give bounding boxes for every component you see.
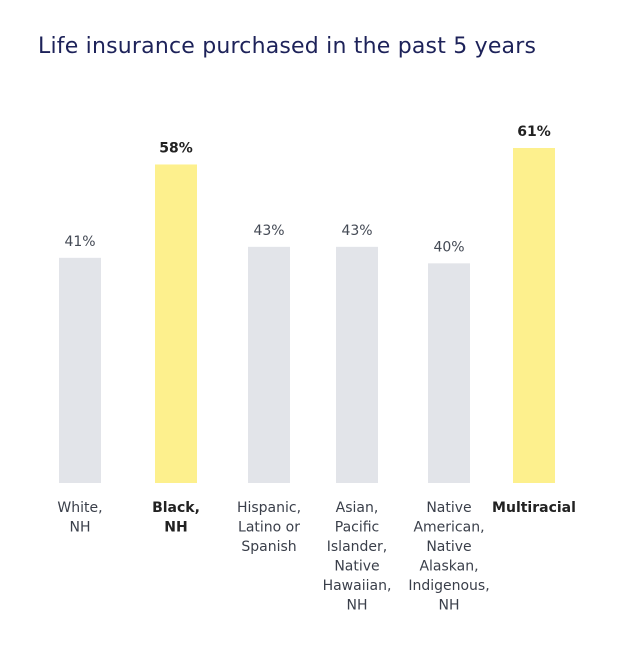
- bar-3: [336, 246, 378, 483]
- category-label-5: Multiracial: [492, 500, 576, 516]
- bar-5: [513, 148, 555, 483]
- bar-value-label-0: 41%: [64, 234, 95, 250]
- category-label-1: Black, NH: [152, 500, 200, 536]
- category-label-4: Native American, Native Alaskan, Indigenous,…: [408, 500, 489, 614]
- bar-2: [248, 246, 290, 483]
- chart-title: Life insurance purchased in the past 5 y…: [38, 34, 537, 59]
- bar-1: [155, 164, 197, 483]
- bar-value-label-2: 43%: [253, 223, 284, 239]
- bar-value-label-1: 58%: [159, 140, 193, 156]
- category-label-3: Asian, Pacific Islander, Native Hawaiian, NH: [323, 500, 392, 614]
- bar-value-label-5: 61%: [517, 124, 551, 140]
- bar-4: [428, 263, 470, 483]
- category-label-0: White, NH: [57, 500, 102, 536]
- bar-value-label-4: 40%: [433, 239, 464, 255]
- bar-0: [59, 257, 101, 483]
- category-label-2: Hispanic, Latino or Spanish: [237, 500, 301, 555]
- bar-value-label-3: 43%: [341, 223, 372, 239]
